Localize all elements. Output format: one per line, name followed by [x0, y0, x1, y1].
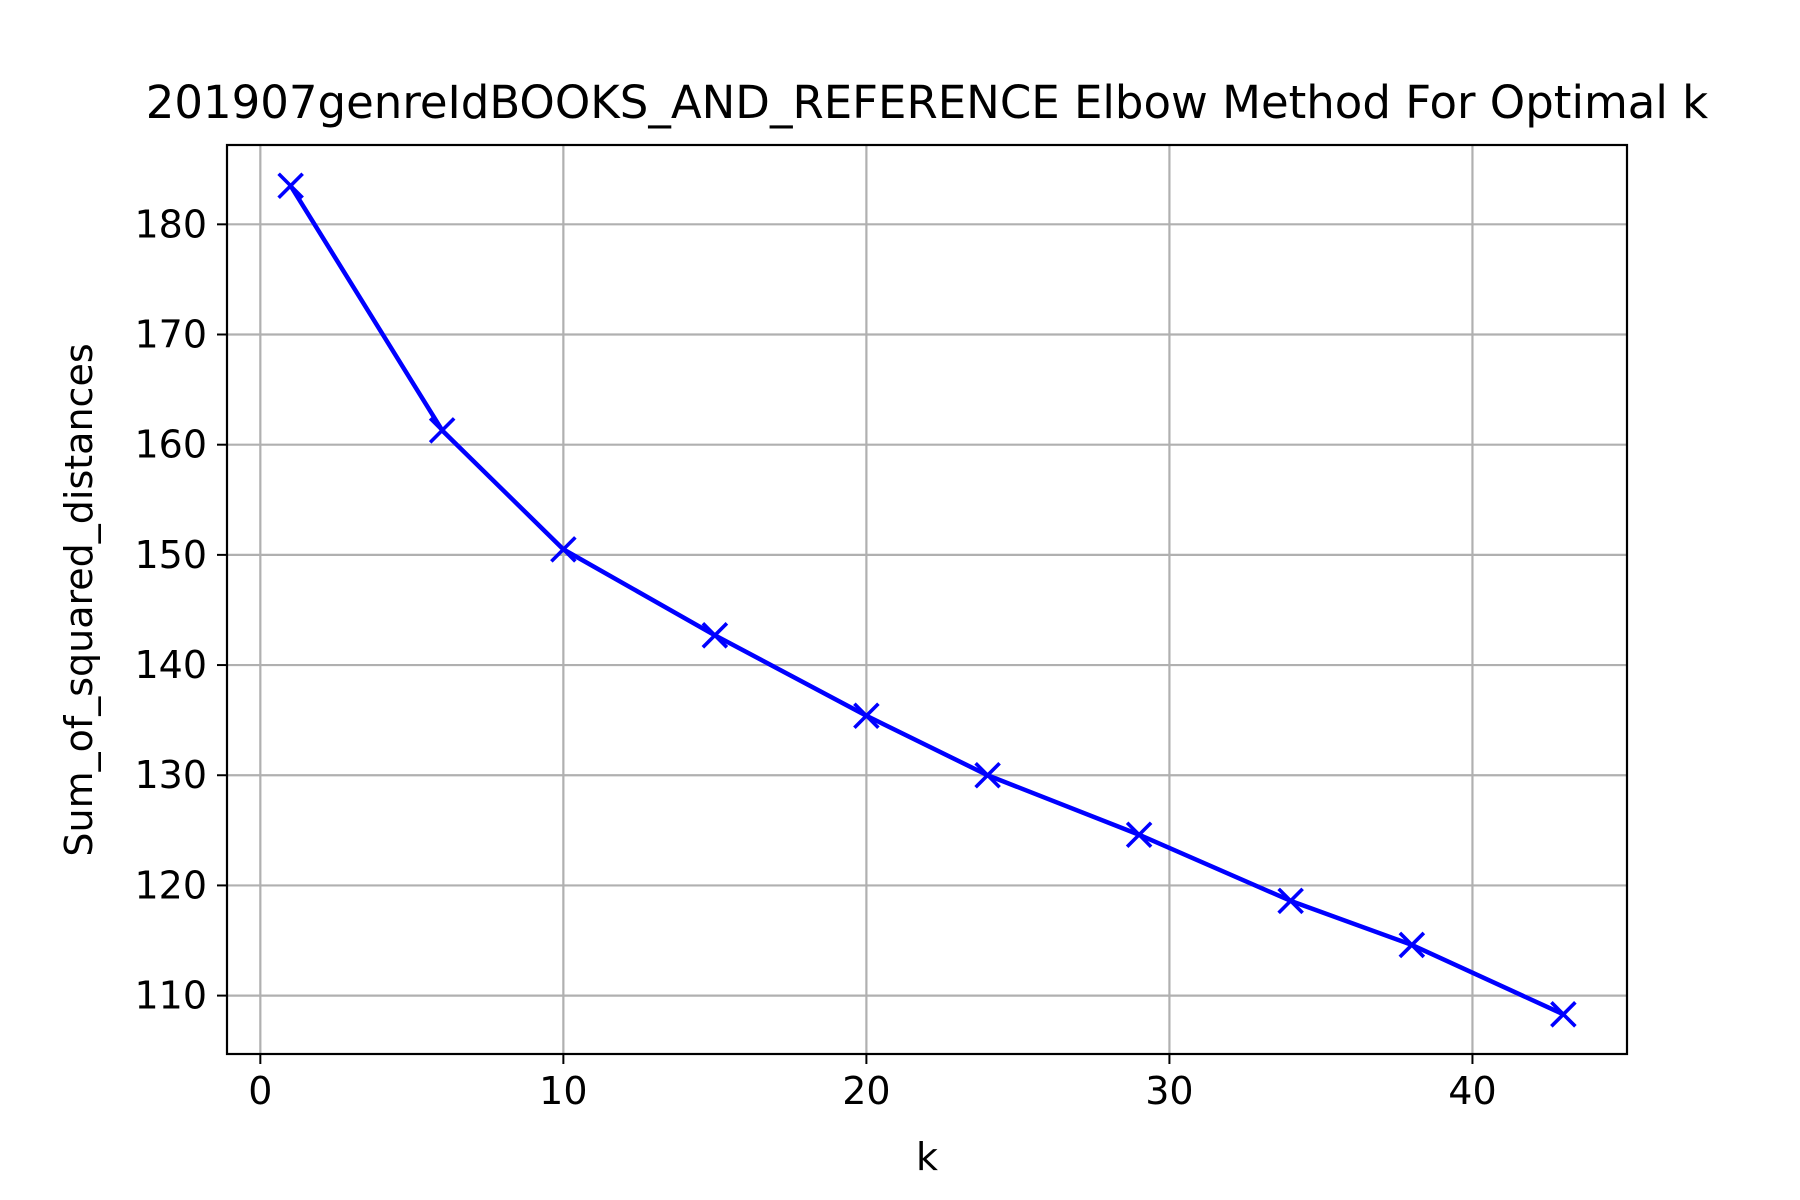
y-tick-label: 130: [134, 753, 207, 797]
marker-stroke: [550, 536, 577, 563]
y-tick-label: 140: [134, 643, 207, 687]
data-point-marker: [550, 536, 577, 563]
series-line: [288, 184, 1565, 1017]
axis-ticks: 0 10 20 30 40 110 120 130 140 150 160 170 180: [134, 202, 1496, 1113]
x-tick-label: 10: [539, 1069, 587, 1113]
data-point-marker: [1398, 931, 1426, 959]
data-point-marker: [701, 622, 729, 649]
marker-stroke: [1125, 821, 1153, 849]
marker-stroke: [277, 172, 304, 200]
plot-frame: [225, 143, 1629, 1056]
chart-title: 201907genreIdBOOKS_AND_REFERENCE Elbow M…: [146, 76, 1708, 129]
data-point-marker: [974, 761, 1001, 789]
x-tick-label: 0: [248, 1069, 272, 1113]
x-axis-label: k: [916, 1135, 938, 1179]
data-point-marker: [428, 417, 456, 444]
series-layer: [277, 172, 1577, 1028]
y-tick-label: 110: [134, 974, 207, 1018]
grid-lines: [227, 145, 1627, 1054]
data-point-marker: [277, 172, 304, 200]
marker-stroke: [1398, 931, 1426, 959]
x-tick-label: 40: [1448, 1069, 1496, 1113]
x-tick-label: 20: [842, 1069, 890, 1113]
y-tick-label: 180: [134, 202, 207, 246]
x-tick-label: 30: [1145, 1069, 1193, 1113]
marker-stroke: [1550, 1001, 1577, 1028]
data-point-marker: [1277, 887, 1304, 915]
y-tick-label: 160: [134, 423, 207, 467]
y-axis-label: Sum_of_squared_distances: [57, 343, 101, 856]
y-tick-label: 120: [134, 863, 207, 907]
marker-stroke: [1277, 887, 1304, 915]
y-tick-label: 170: [134, 313, 207, 357]
marker-stroke: [853, 702, 880, 730]
marker-stroke: [701, 622, 729, 649]
y-tick-label: 150: [134, 533, 207, 577]
data-point-marker: [1550, 1001, 1577, 1028]
data-point-marker: [853, 702, 880, 730]
data-point-marker: [1125, 821, 1153, 849]
marker-stroke: [974, 761, 1001, 789]
marker-stroke: [428, 417, 456, 444]
